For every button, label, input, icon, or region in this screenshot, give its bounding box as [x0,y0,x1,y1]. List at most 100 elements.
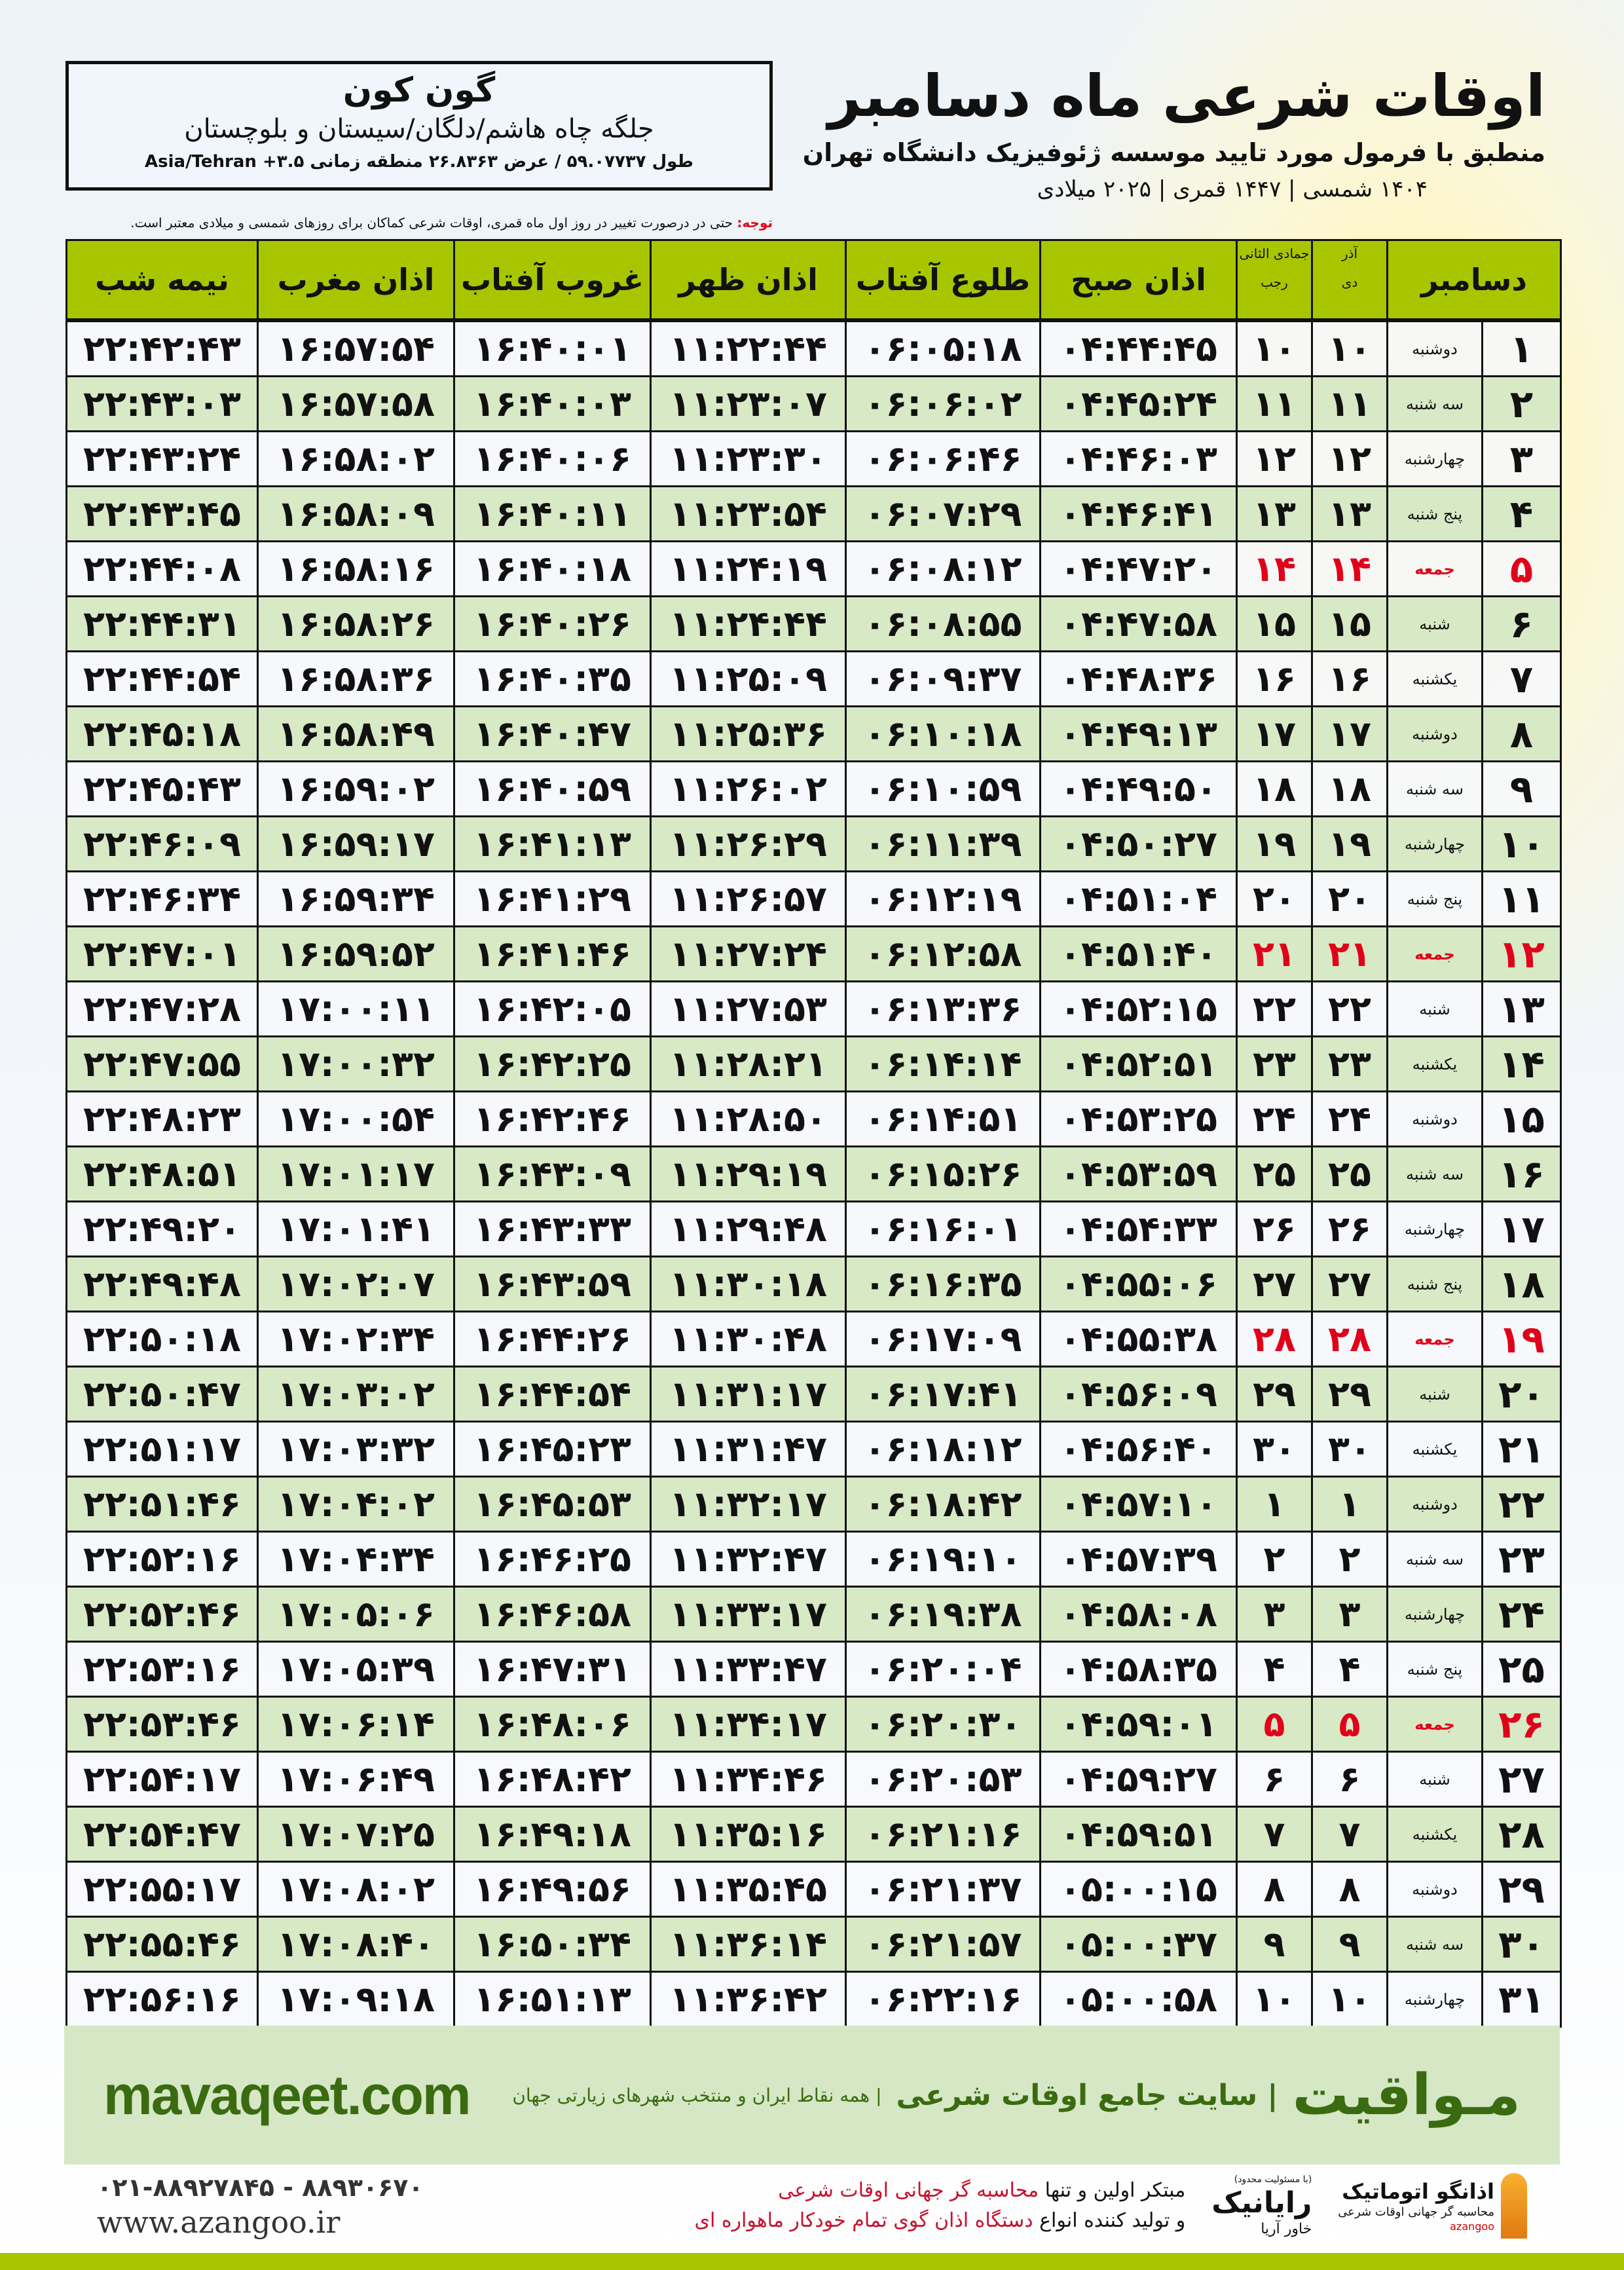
table-row: ۱۵ دوشنبه ۲۴ ۲۴ ۰۴:۵۳:۲۵ ۰۶:۱۴:۵۱ ۱۱:۲۸:۵۰ ۱۶:۴… [65,1090,1562,1147]
fajr-time: ۰۴:۴۷:۵۸ [1039,595,1238,652]
table-row: ۱۲ جمعه ۲۱ ۲۱ ۰۴:۵۱:۴۰ ۰۶:۱۲:۵۸ ۱۱:۲۷:۲۴ ۱۶:۴۱:… [65,925,1562,982]
day-number: ۱۸ [1481,1256,1562,1312]
table-row: ۲۵ پنج شنبه ۴ ۴ ۰۴:۵۸:۳۵ ۰۶:۲۰:۰۴ ۱۱:۳۳:۴۷ ۱۶:۴… [65,1641,1562,1698]
sunrise-time: ۰۶:۰۶:۰۲ [845,375,1041,432]
header-sunrise: طلوع آفتاب [845,239,1041,322]
dhuhr-time: ۱۱:۳۲:۴۷ [650,1531,847,1588]
sunrise-time: ۰۶:۰۸:۵۵ [845,595,1041,652]
dhuhr-time: ۱۱:۳۰:۱۸ [650,1256,847,1312]
sunrise-time: ۰۶:۱۰:۱۸ [845,705,1041,762]
sunset-time: ۱۶:۴۶:۵۸ [453,1586,652,1643]
table-header-row: دسامبر آذر دی جمادی الثانی رجب اذان صبح طل… [65,239,1562,322]
promo-1b: محاسبه گر جهانی اوقات شرعی [778,2178,1039,2202]
solar-day: ۲ [1311,1531,1388,1588]
sunrise-time: ۰۶:۱۰:۵۹ [845,760,1041,817]
midnight-time: ۲۲:۵۴:۴۷ [65,1806,259,1863]
sunrise-time: ۰۶:۱۸:۱۲ [845,1421,1041,1478]
midnight-time: ۲۲:۴۳:۴۵ [65,485,259,542]
dhuhr-time: ۱۱:۲۹:۱۹ [650,1145,847,1202]
solar-day: ۶ [1311,1751,1388,1808]
sunset-time: ۱۶:۴۰:۰۱ [453,319,652,377]
sunset-time: ۱۶:۴۲:۴۶ [453,1090,652,1147]
sunset-time: ۱۶:۴۴:۲۶ [453,1311,652,1368]
day-number: ۲۳ [1481,1531,1562,1588]
dhuhr-time: ۱۱:۲۶:۲۹ [650,815,847,872]
weekday: شنبه [1386,1751,1483,1808]
maghrib-time: ۱۶:۵۸:۱۶ [257,540,455,597]
day-number: ۲۸ [1481,1806,1562,1863]
maghrib-time: ۱۷:۰۹:۱۸ [257,1971,455,2028]
azangoo-url[interactable]: www.azangoo.ir [97,2204,341,2240]
weekday: جمعه [1386,925,1483,982]
solar-day: ۲۶ [1311,1200,1388,1257]
lunar-day: ۲۵ [1236,1145,1313,1202]
maghrib-time: ۱۷:۰۸:۴۰ [257,1916,455,1973]
lunar-day: ۳ [1236,1586,1313,1643]
sunset-time: ۱۶:۴۷:۳۱ [453,1641,652,1698]
lunar-day: ۱۱ [1236,375,1313,432]
maghrib-time: ۱۶:۵۹:۳۴ [257,870,455,927]
maghrib-time: ۱۷:۰۵:۰۶ [257,1586,455,1643]
solar-day: ۱۹ [1311,815,1388,872]
maghrib-time: ۱۷:۰۴:۳۴ [257,1531,455,1588]
lunar-day: ۱۵ [1236,595,1313,652]
dhuhr-time: ۱۱:۲۷:۵۳ [650,980,847,1037]
weekday: دوشنبه [1386,319,1483,377]
sunset-time: ۱۶:۴۸:۰۶ [453,1696,652,1753]
day-number: ۱۹ [1481,1311,1562,1368]
dhuhr-time: ۱۱:۳۱:۴۷ [650,1421,847,1478]
midnight-time: ۲۲:۴۳:۰۳ [65,375,259,432]
weekday: دوشنبه [1386,1090,1483,1147]
maghrib-time: ۱۷:۰۸:۰۲ [257,1861,455,1918]
page-subtitle: منطبق با فرمول مورد تایید موسسه ژئوفیزیک… [802,138,1545,167]
azangoo-logo-en: azangoo [1450,2220,1494,2233]
solar-day: ۱۵ [1311,595,1388,652]
midnight-time: ۲۲:۴۶:۳۴ [65,870,259,927]
fajr-time: ۰۴:۵۱:۰۴ [1039,870,1238,927]
solar-day: ۱۱ [1311,375,1388,432]
weekday: پنج شنبه [1386,1256,1483,1312]
sponsor-footer: اذانگو اتوماتیک محاسبه گر جهانی اوقات شر… [64,2161,1560,2250]
note: توجه: حتی در درصورت تغییر در روز اول ماه… [130,214,773,232]
weekday: چهارشنبه [1386,430,1483,487]
dhuhr-time: ۱۱:۲۶:۰۲ [650,760,847,817]
weekday: چهارشنبه [1386,1200,1483,1257]
day-number: ۲۷ [1481,1751,1562,1808]
fajr-time: ۰۵:۰۰:۳۷ [1039,1916,1238,1973]
maghrib-time: ۱۶:۵۹:۵۲ [257,925,455,982]
azangoo-logo-text: اذانگو اتوماتیک [1342,2178,1494,2204]
table-row: ۲۲ دوشنبه ۱ ۱ ۰۴:۵۷:۱۰ ۰۶:۱۸:۴۲ ۱۱:۳۲:۱۷ ۱۶:۴۵:… [65,1476,1562,1533]
maghrib-time: ۱۷:۰۳:۰۲ [257,1366,455,1423]
day-number: ۱۳ [1481,980,1562,1037]
dhuhr-time: ۱۱:۲۶:۵۷ [650,870,847,927]
sunset-time: ۱۶:۴۰:۵۹ [453,760,652,817]
sunset-time: ۱۶:۴۰:۲۶ [453,595,652,652]
sunrise-time: ۰۶:۱۱:۳۹ [845,815,1041,872]
table-row: ۳ چهارشنبه ۱۲ ۱۲ ۰۴:۴۶:۰۳ ۰۶:۰۶:۴۶ ۱۱:۲۳:۳۰ ۱۶:… [65,430,1562,487]
maghrib-time: ۱۶:۵۷:۵۴ [257,319,455,377]
header-sunset: غروب آفتاب [453,239,652,322]
maghrib-time: ۱۷:۰۰:۵۴ [257,1090,455,1147]
lunar-day: ۲۳ [1236,1035,1313,1092]
mavaqeet-url[interactable]: mavaqeet.com [103,2064,471,2126]
sunrise-time: ۰۶:۲۱:۱۶ [845,1806,1041,1863]
midnight-time: ۲۲:۵۵:۴۶ [65,1916,259,1973]
dhuhr-time: ۱۱:۲۲:۴۴ [650,319,847,377]
sunrise-time: ۰۶:۲۰:۳۰ [845,1696,1041,1753]
weekday: جمعه [1386,1696,1483,1753]
fajr-time: ۰۴:۴۷:۲۰ [1039,540,1238,597]
solar-day: ۲۸ [1311,1311,1388,1368]
day-number: ۱۵ [1481,1090,1562,1147]
sunrise-time: ۰۶:۱۶:۳۵ [845,1256,1041,1312]
maghrib-time: ۱۷:۰۱:۴۱ [257,1200,455,1257]
solar-day: ۱۲ [1311,430,1388,487]
solar-day: ۱۳ [1311,485,1388,542]
promo-2a: و تولید کننده انواع [1033,2208,1186,2232]
table-row: ۲۷ شنبه ۶ ۶ ۰۴:۵۹:۲۷ ۰۶:۲۰:۵۳ ۱۱:۳۴:۴۶ ۱۶:۴۸:۴۲… [65,1751,1562,1808]
weekday: دوشنبه [1386,1476,1483,1533]
azangoo-logo: اذانگو اتوماتیک محاسبه گر جهانی اوقات شر… [1338,2172,1527,2239]
midnight-time: ۲۲:۴۲:۴۳ [65,319,259,377]
header-lunar-month: جمادی الثانی رجب [1236,239,1313,322]
lunar-day: ۲۹ [1236,1366,1313,1423]
sunset-time: ۱۶:۴۰:۱۱ [453,485,652,542]
